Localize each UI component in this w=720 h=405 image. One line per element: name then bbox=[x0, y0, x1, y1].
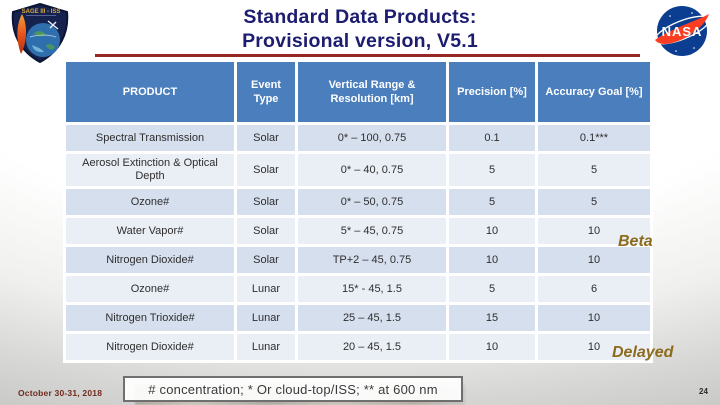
sage-iii-iss-patch-logo: SAGE III - ISS bbox=[8, 2, 72, 68]
cell-range: 5* – 45, 0.75 bbox=[298, 218, 446, 244]
table-row: Spectral Transmission Solar 0* – 100, 0.75… bbox=[66, 125, 650, 151]
cell-precision: 5 bbox=[449, 189, 535, 215]
table-row: Nitrogen Dioxide# Lunar 20 – 45, 1.5 10 10 bbox=[66, 334, 650, 360]
column-header-2: Vertical Range & Resolution [km] bbox=[298, 62, 446, 122]
cell-product: Nitrogen Dioxide# bbox=[66, 247, 234, 273]
table-header-row: PRODUCT Event Type Vertical Range & Resolu… bbox=[66, 62, 650, 122]
page-number: 24 bbox=[699, 387, 708, 396]
table-row: Nitrogen Dioxide# Solar TP+2 – 45, 0.75 10 1… bbox=[66, 247, 650, 273]
cell-precision: 10 bbox=[449, 334, 535, 360]
cell-product: Water Vapor# bbox=[66, 218, 234, 244]
cell-accuracy: 5 bbox=[538, 189, 650, 215]
cell-precision: 5 bbox=[449, 154, 535, 186]
table-row: Nitrogen Trioxide# Lunar 25 – 45, 1.5 15 10 bbox=[66, 305, 650, 331]
cell-event: Lunar bbox=[237, 334, 295, 360]
cell-precision: 0.1 bbox=[449, 125, 535, 151]
cell-product: Ozone# bbox=[66, 276, 234, 302]
table-row: Ozone# Lunar 15* - 45, 1.5 5 6 bbox=[66, 276, 650, 302]
cell-range: 25 – 45, 1.5 bbox=[298, 305, 446, 331]
cell-range: 0* – 50, 0.75 bbox=[298, 189, 446, 215]
product-table-body: Spectral Transmission Solar 0* – 100, 0.75… bbox=[66, 125, 650, 360]
cell-accuracy: 10 bbox=[538, 247, 650, 273]
cell-range: TP+2 – 45, 0.75 bbox=[298, 247, 446, 273]
column-header-3: Precision [%] bbox=[449, 62, 535, 122]
cell-precision: 10 bbox=[449, 247, 535, 273]
cell-event: Solar bbox=[237, 125, 295, 151]
products-table: PRODUCT Event Type Vertical Range & Resolu… bbox=[63, 59, 653, 363]
cell-event: Lunar bbox=[237, 276, 295, 302]
nasa-wordmark: NASA bbox=[662, 24, 703, 39]
cell-precision: 15 bbox=[449, 305, 535, 331]
mission-patch-icon: SAGE III - ISS bbox=[11, 2, 69, 64]
page-title: Standard Data Products: Provisional vers… bbox=[90, 5, 630, 53]
table-row: Aerosol Extinction & Optical Depth Solar 0… bbox=[66, 154, 650, 186]
cell-product: Nitrogen Dioxide# bbox=[66, 334, 234, 360]
table-row: Water Vapor# Solar 5* – 45, 0.75 10 10 bbox=[66, 218, 650, 244]
cell-product: Ozone# bbox=[66, 189, 234, 215]
footnote-box: # concentration; * Or cloud-top/ISS; ** … bbox=[123, 376, 463, 402]
table-row: Ozone# Solar 0* – 50, 0.75 5 5 bbox=[66, 189, 650, 215]
nasa-meatball-icon: NASA bbox=[654, 6, 710, 56]
cell-accuracy: 0.1*** bbox=[538, 125, 650, 151]
delayed-status-annotation: Delayed bbox=[612, 344, 674, 361]
cell-range: 0* – 40, 0.75 bbox=[298, 154, 446, 186]
column-header-4: Accuracy Goal [%] bbox=[538, 62, 650, 122]
cell-accuracy: 5 bbox=[538, 154, 650, 186]
cell-product: Nitrogen Trioxide# bbox=[66, 305, 234, 331]
title-underline bbox=[95, 54, 640, 57]
cell-range: 0* – 100, 0.75 bbox=[298, 125, 446, 151]
cell-range: 20 – 45, 1.5 bbox=[298, 334, 446, 360]
cell-accuracy: 10 bbox=[538, 305, 650, 331]
cell-precision: 5 bbox=[449, 276, 535, 302]
title-line-1: Standard Data Products: bbox=[243, 6, 477, 28]
beta-status-annotation: Beta bbox=[618, 233, 653, 250]
nasa-logo: NASA bbox=[648, 4, 716, 63]
footnote-text: # concentration; * Or cloud-top/ISS; ** … bbox=[148, 381, 438, 397]
cell-event: Lunar bbox=[237, 305, 295, 331]
cell-accuracy: 10 bbox=[538, 218, 650, 244]
cell-product: Spectral Transmission bbox=[66, 125, 234, 151]
column-header-0: PRODUCT bbox=[66, 62, 234, 122]
cell-event: Solar bbox=[237, 154, 295, 186]
cell-precision: 10 bbox=[449, 218, 535, 244]
cell-accuracy: 10 bbox=[538, 334, 650, 360]
cell-event: Solar bbox=[237, 189, 295, 215]
cell-product: Aerosol Extinction & Optical Depth bbox=[66, 154, 234, 186]
column-header-1: Event Type bbox=[237, 62, 295, 122]
cell-accuracy: 6 bbox=[538, 276, 650, 302]
cell-range: 15* - 45, 1.5 bbox=[298, 276, 446, 302]
cell-event: Solar bbox=[237, 247, 295, 273]
cell-event: Solar bbox=[237, 218, 295, 244]
patch-title-text: SAGE III - ISS bbox=[22, 9, 61, 15]
title-line-2: Provisional version, V5.1 bbox=[242, 30, 478, 52]
slide-date: October 30-31, 2018 bbox=[18, 388, 103, 398]
